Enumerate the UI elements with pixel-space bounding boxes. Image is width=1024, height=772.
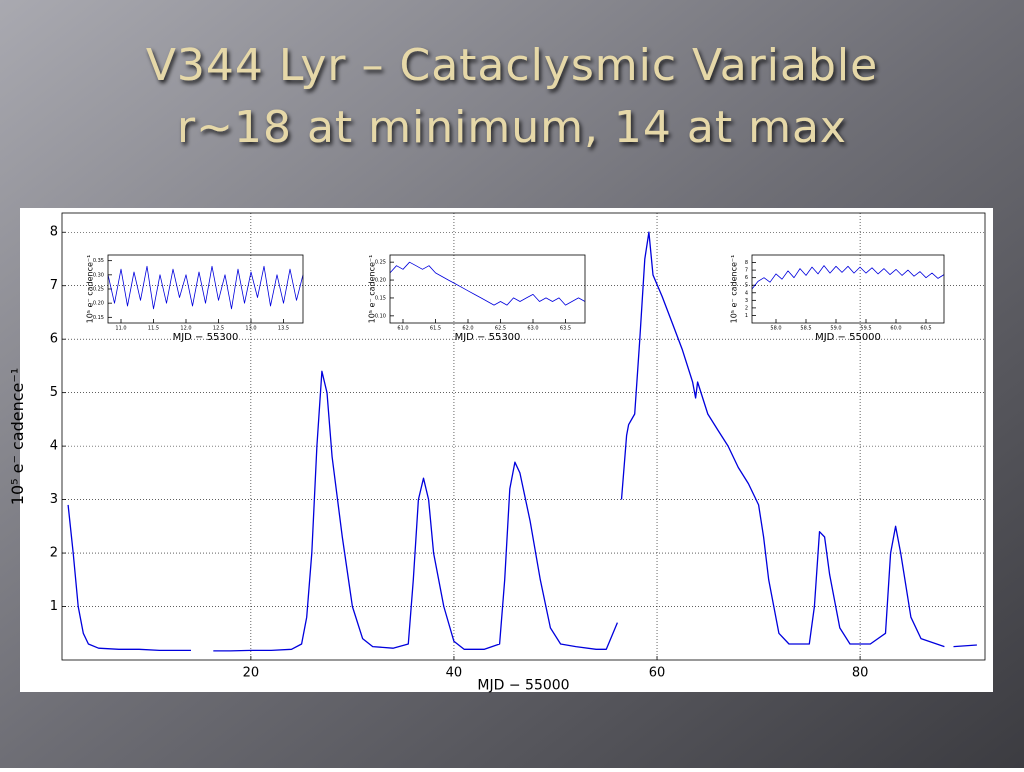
x-axis-label: MJD − 55000 — [815, 332, 881, 343]
x-tick-label: 58.0 — [770, 326, 781, 332]
y-tick-label: 0.30 — [93, 272, 104, 278]
x-tick-label: 61.5 — [430, 326, 441, 332]
x-tick-label: 11.0 — [115, 326, 126, 332]
y-tick-label: 0.20 — [93, 301, 104, 307]
x-axis-label: MJD − 55300 — [455, 332, 521, 343]
y-axis-label: 10⁵ e⁻ cadence⁻¹ — [8, 368, 27, 505]
y-tick-label: 0.25 — [93, 287, 104, 293]
x-tick-label: 62.5 — [495, 326, 506, 332]
y-tick-label: 4 — [745, 290, 748, 296]
x-tick-label: 60.5 — [920, 326, 931, 332]
slide-subtitle: r~18 at minimum, 14 at max — [177, 102, 847, 153]
x-tick-label: 59.5 — [860, 326, 871, 332]
x-tick-label: 13.0 — [245, 326, 256, 332]
x-tick-label: 60 — [649, 666, 666, 681]
y-tick-label: 7 — [745, 268, 748, 274]
x-tick-label: 58.5 — [800, 326, 811, 332]
y-axis-label: 10⁵ e⁻ cadence⁻¹ — [730, 255, 739, 324]
x-tick-label: 40 — [446, 666, 463, 681]
x-tick-label: 63.5 — [560, 326, 571, 332]
x-tick-label: 12.5 — [213, 326, 224, 332]
y-tick-label: 3 — [50, 492, 58, 507]
light-curve — [67, 231, 977, 652]
y-tick-label: 0.25 — [375, 260, 386, 266]
light-curve — [751, 265, 945, 290]
x-axis-label: MJD − 55000 — [477, 678, 569, 694]
y-tick-label: 0.20 — [375, 278, 386, 284]
y-tick-label: 8 — [50, 225, 58, 240]
x-tick-label: 13.5 — [278, 326, 289, 332]
y-tick-label: 3 — [745, 298, 748, 304]
y-tick-label: 8 — [745, 260, 748, 266]
y-tick-label: 5 — [745, 283, 748, 289]
y-tick-label: 2 — [50, 546, 58, 561]
y-axis-label: 10⁵ e⁻ cadence⁻¹ — [86, 255, 95, 324]
plot-frame — [107, 254, 304, 324]
y-tick-label: 0.15 — [93, 315, 104, 321]
x-tick-label: 11.5 — [148, 326, 159, 332]
y-tick-label: 0.35 — [93, 258, 104, 264]
light-curve — [107, 265, 304, 310]
y-tick-label: 6 — [745, 275, 748, 281]
y-tick-label: 4 — [50, 439, 58, 454]
light-curve — [389, 261, 586, 306]
y-axis-label: 10⁵ e⁻ cadence⁻¹ — [368, 255, 377, 324]
y-tick-label: 0.15 — [375, 295, 386, 301]
x-tick-label: 62.0 — [462, 326, 473, 332]
plot-frame — [389, 254, 586, 324]
y-tick-label: 7 — [50, 278, 58, 293]
slide-title: V344 Lyr – Cataclysmic Variable — [146, 40, 878, 91]
y-tick-label: 6 — [50, 332, 58, 347]
plot-frame — [751, 254, 945, 324]
plot-frame — [61, 212, 986, 661]
y-tick-label: 2 — [745, 305, 748, 311]
x-tick-label: 12.0 — [180, 326, 191, 332]
x-tick-label: 60.0 — [890, 326, 901, 332]
x-tick-label: 80 — [852, 666, 869, 681]
y-tick-label: 1 — [50, 599, 58, 614]
x-tick-label: 63.0 — [527, 326, 538, 332]
x-axis-label: MJD − 55300 — [173, 332, 239, 343]
y-tick-label: 0.10 — [375, 313, 386, 319]
y-tick-label: 5 — [50, 385, 58, 400]
y-tick-label: 1 — [745, 313, 748, 319]
x-tick-label: 20 — [243, 666, 260, 681]
figure-panel — [20, 208, 993, 692]
x-tick-label: 59.0 — [830, 326, 841, 332]
x-tick-label: 61.0 — [397, 326, 408, 332]
